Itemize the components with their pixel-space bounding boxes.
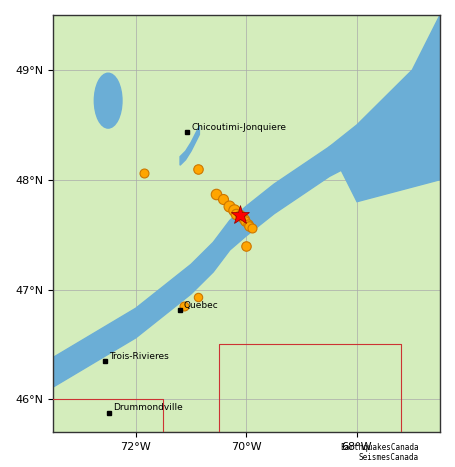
- Circle shape: [94, 73, 122, 128]
- Polygon shape: [329, 15, 440, 202]
- Polygon shape: [53, 105, 412, 387]
- Text: Drummondville: Drummondville: [113, 403, 183, 412]
- Text: EarthquakesCanada
SeismesCanada: EarthquakesCanada SeismesCanada: [340, 443, 419, 462]
- Text: Trois-Rivieres: Trois-Rivieres: [109, 352, 169, 361]
- Text: Chicoutimi-Jonquiere: Chicoutimi-Jonquiere: [191, 123, 286, 132]
- Polygon shape: [180, 126, 199, 165]
- Text: Quebec: Quebec: [183, 301, 218, 310]
